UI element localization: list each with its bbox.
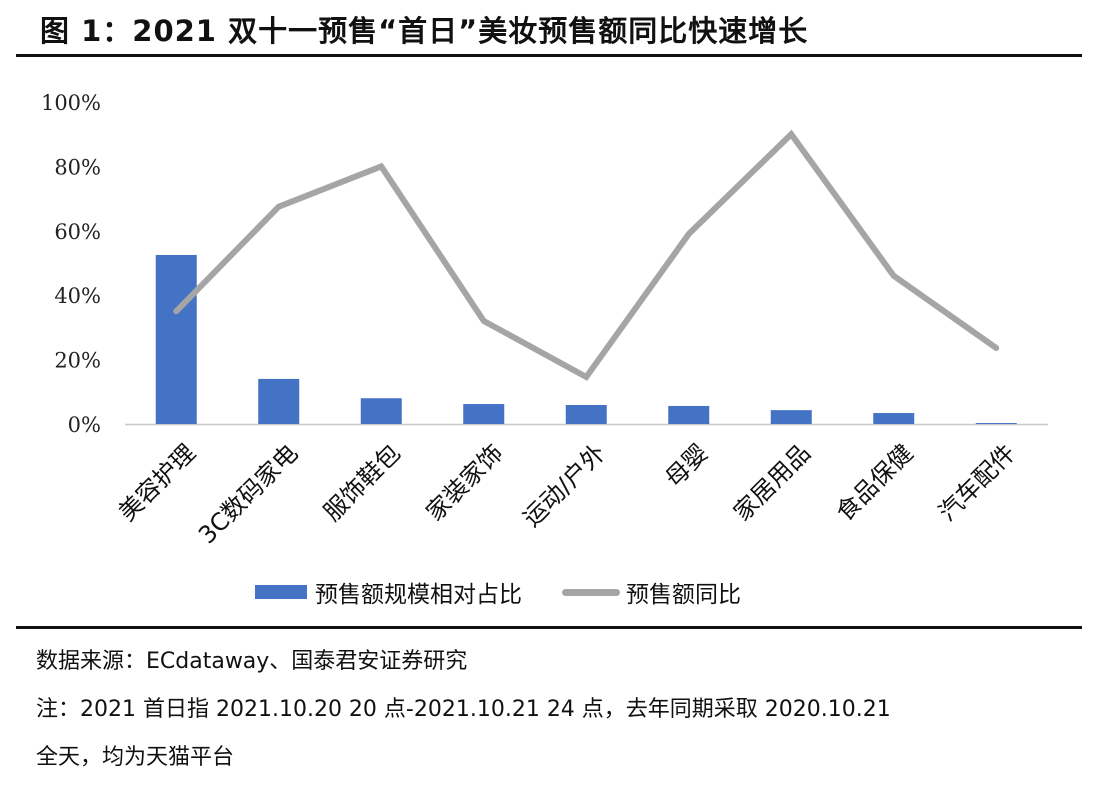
- y-tick-label: 80%: [54, 155, 101, 179]
- bar: [258, 378, 300, 424]
- bar-swatch-icon: [255, 585, 307, 599]
- source-text: 数据来源：ECdataway、国泰君安证券研究: [36, 649, 468, 674]
- line-swatch-icon: [562, 588, 620, 596]
- legend-item-bar: 预售额规模相对占比: [255, 575, 522, 609]
- bar: [770, 410, 812, 424]
- x-tick-label: 母婴: [660, 439, 714, 493]
- source-divider: [16, 626, 1082, 629]
- figure-title: 图 1：2021 双十一预售“首日”美妆预售额同比快速增长: [40, 14, 809, 48]
- y-tick-label: 60%: [54, 220, 101, 244]
- y-axis: 0% 20% 40% 60% 80% 100%: [41, 91, 101, 437]
- bar: [873, 413, 915, 424]
- bar: [668, 405, 710, 424]
- bar: [975, 423, 1017, 425]
- y-tick-label: 100%: [41, 91, 101, 115]
- legend-item-line: 预售额同比: [562, 575, 741, 609]
- x-tick-label: 食品保健: [831, 439, 919, 527]
- x-tick-label: 家装家饰: [421, 439, 509, 527]
- x-tick-label: 运动/户外: [518, 439, 611, 532]
- bar-series: [155, 254, 1017, 425]
- x-tick-label: 服饰鞋包: [318, 439, 406, 527]
- x-tick-label: 汽车配件: [933, 439, 1021, 527]
- y-tick-label: 20%: [54, 349, 101, 373]
- x-tick-label: 美容护理: [113, 439, 201, 527]
- y-tick-label: 40%: [54, 284, 101, 308]
- legend-line-label: 预售额同比: [626, 582, 741, 608]
- bar: [565, 405, 607, 424]
- x-tick-label: 3C数码家电: [193, 439, 303, 549]
- legend-bar-label: 预售额规模相对占比: [315, 582, 522, 608]
- x-tick-label: 家居用品: [728, 439, 816, 527]
- notes: 数据来源：ECdataway、国泰君安证券研究 注：2021 首日指 2021.…: [36, 638, 891, 782]
- line-series: [173, 129, 1000, 381]
- bar: [155, 254, 197, 424]
- y-tick-label: 0%: [68, 413, 101, 437]
- bar: [463, 404, 505, 424]
- title-divider: [16, 54, 1082, 57]
- note-line-2: 全天，均为天猫平台: [36, 745, 235, 770]
- note-line-1: 注：2021 首日指 2021.10.20 20 点-2021.10.21 24…: [36, 697, 891, 722]
- bar: [360, 398, 402, 424]
- legend: 预售额规模相对占比 预售额同比: [255, 575, 781, 609]
